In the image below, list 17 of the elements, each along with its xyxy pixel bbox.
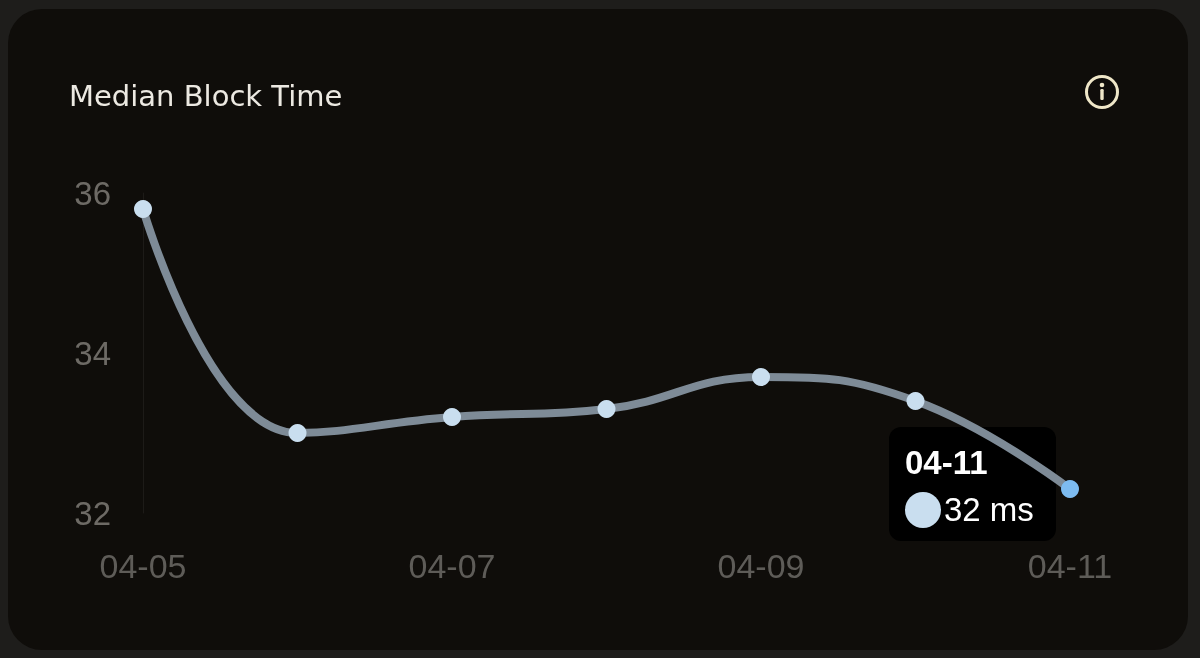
x-tick-label: 04-11: [1027, 547, 1113, 585]
x-tick-label: 04-09: [717, 547, 805, 585]
x-tick-label: 04-05: [99, 547, 187, 585]
point: [1061, 480, 1079, 498]
point: [597, 400, 616, 418]
point: [906, 392, 925, 410]
y-tick-label: 34: [74, 334, 111, 372]
point: [134, 200, 152, 218]
y-tick-label: 32: [74, 494, 111, 532]
point: [752, 368, 770, 386]
chart-title: Median Block Time: [69, 78, 343, 113]
point: [443, 408, 461, 426]
annotation: 04-11: [905, 444, 989, 481]
point: [288, 424, 307, 442]
y-tick-label: 36: [74, 174, 111, 212]
x-tick-label: 04-07: [408, 547, 496, 585]
annotation: 32 ms: [944, 491, 1034, 529]
